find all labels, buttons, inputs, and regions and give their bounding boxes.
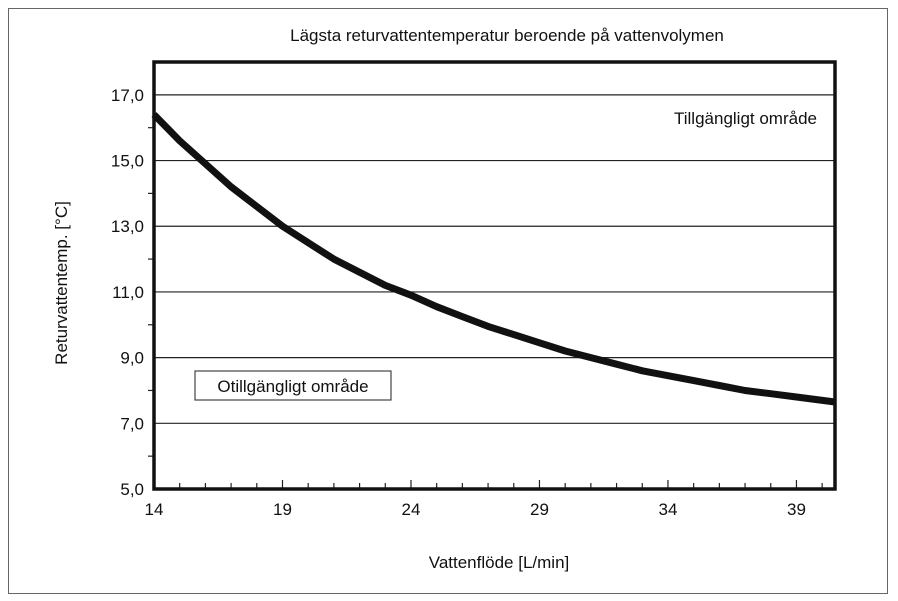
x-tick-label: 19 [273, 500, 292, 519]
y-tick-label: 9,0 [120, 349, 144, 368]
x-tick-label: 29 [530, 500, 549, 519]
grid-lines [154, 94, 835, 424]
series-line [151, 112, 836, 406]
annotation-unavailable-region: Otillgängligt område [217, 377, 368, 396]
minor-ticks [148, 127, 823, 489]
chart-frame: Lägsta returvattentemperatur beroende på… [8, 8, 888, 594]
chart: Lägsta returvattentemperatur beroende på… [52, 26, 837, 572]
x-tick-label: 14 [145, 500, 164, 519]
chart-title: Lägsta returvattentemperatur beroende på… [290, 26, 724, 45]
y-tick-label: 13,0 [111, 217, 144, 236]
series-group [151, 112, 836, 406]
y-tick-labels: 5,0 7,0 9,0 11,0 13,0 15,0 17,0 [111, 86, 144, 499]
plot-area-border [152, 60, 837, 491]
y-tick-label: 15,0 [111, 152, 144, 171]
x-tick-labels: 14 19 24 29 34 39 [145, 500, 806, 519]
annotation-unavailable-box [194, 370, 392, 401]
x-tick-label: 24 [402, 500, 421, 519]
y-tick-label: 17,0 [111, 86, 144, 105]
x-tick-label: 34 [659, 500, 678, 519]
y-tick-label: 5,0 [120, 480, 144, 499]
y-tick-label: 11,0 [112, 283, 144, 302]
y-axis-label: Returvattentemp. [°C] [52, 201, 71, 365]
x-tick-label: 39 [787, 500, 806, 519]
annotation-available-region: Tillgängligt område [674, 109, 817, 128]
y-tick-label: 7,0 [120, 414, 144, 433]
x-axis-label: Vattenflöde [L/min] [429, 553, 570, 572]
